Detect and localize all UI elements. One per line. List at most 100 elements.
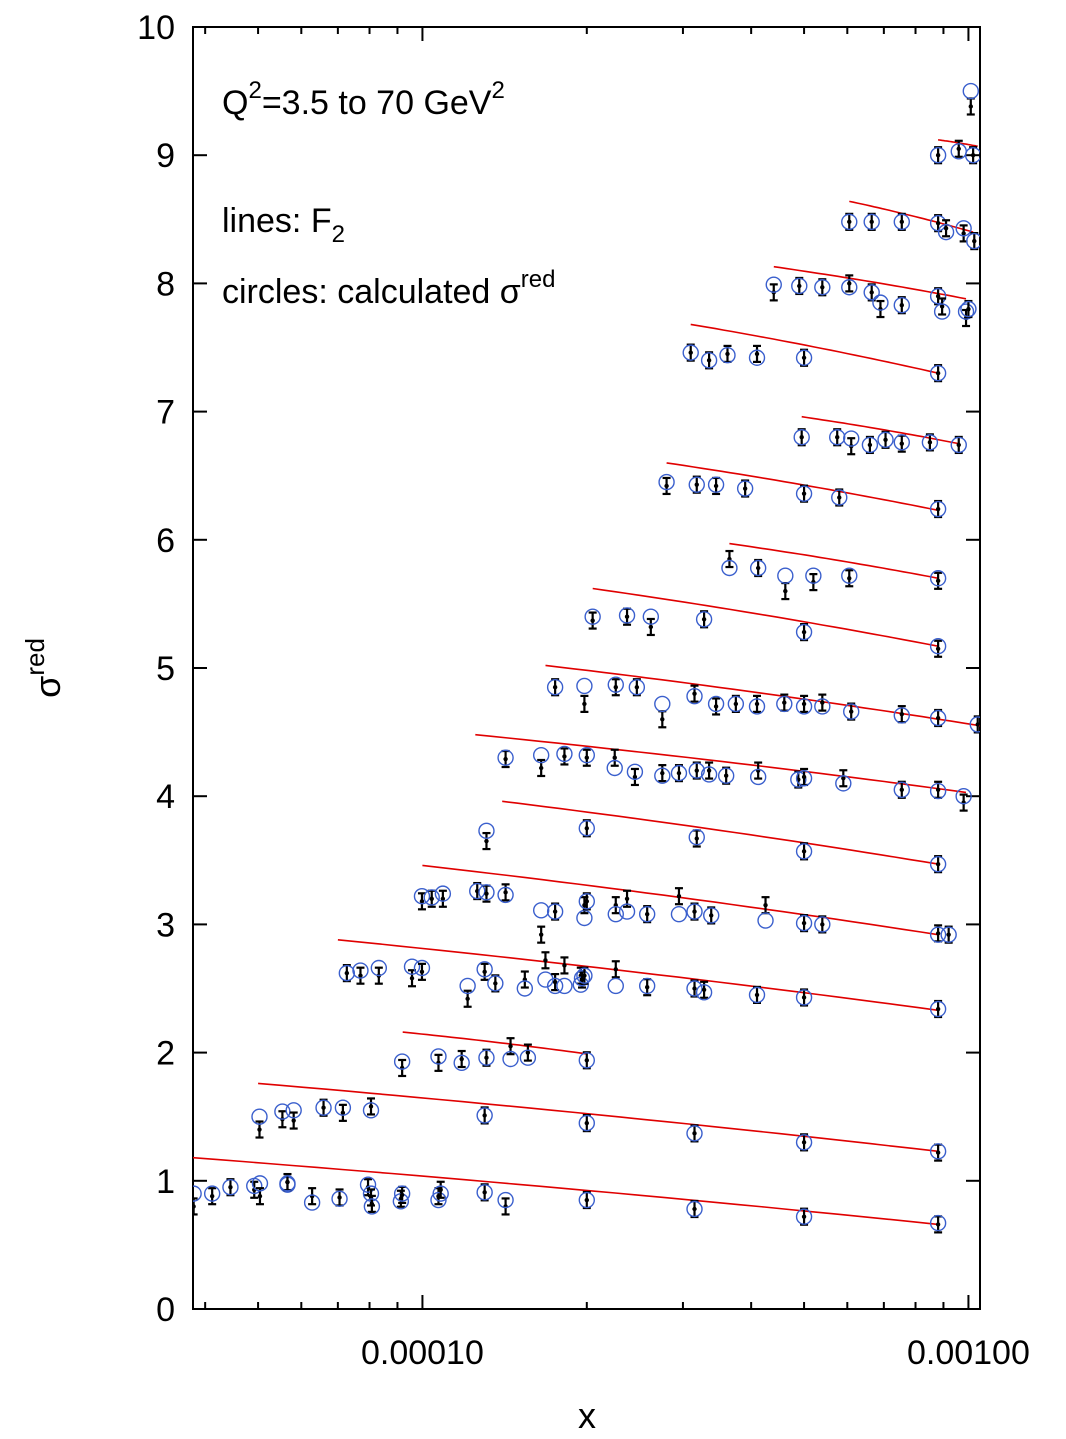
calculated-circle [805,567,822,584]
measured-point [820,285,825,290]
calculated-circle [658,473,675,491]
calculated-circle [334,1099,352,1116]
data-points [193,82,980,1234]
measured-point [482,1190,487,1195]
calculated-circle [251,1108,268,1125]
calculated-circle [193,1185,202,1202]
calculated-circle [929,500,947,518]
calculated-circle [578,1191,595,1209]
calculated-circle [682,344,699,361]
measured-point [634,685,640,690]
measured-point [801,701,807,707]
measured-point [869,290,874,295]
data-point [469,881,486,901]
measured-point [257,1127,262,1132]
data-point [929,780,947,800]
calculated-circle [478,884,495,901]
calculated-circle [707,476,725,493]
data-point [795,988,813,1007]
calculated-circle [841,279,858,296]
measured-point [508,1043,513,1049]
calculated-circle [748,986,766,1004]
calculated-circle [607,676,624,693]
data-point [688,475,705,494]
f2-curve [337,939,939,1012]
data-point [654,764,671,784]
calculated-circle [877,431,894,449]
measured-point [644,985,650,990]
measured-point [440,896,446,901]
measured-point [209,1193,215,1199]
data-point [861,435,879,455]
calculated-circle [478,822,495,840]
data-point [476,1106,493,1125]
calculated-circle [814,698,831,715]
data-point [476,1183,493,1202]
data-point [795,623,813,642]
calculated-circle [654,695,671,713]
measured-point [340,1110,346,1116]
calculated-circle [497,1191,514,1209]
calculated-circle [686,688,703,705]
calculated-circle [476,961,493,978]
measured-point [733,701,739,707]
calculated-circle [430,1048,447,1065]
data-point [432,1180,449,1202]
data-point [829,428,846,447]
measured-point [943,226,949,231]
measured-point [763,902,768,908]
measured-point [801,774,807,780]
measured-point [582,701,587,707]
measured-point [899,219,904,225]
calculated-circle [721,559,738,577]
data-point [618,889,636,920]
data-point [717,766,735,785]
measured-point [584,1197,589,1203]
calculated-circle [707,695,725,713]
data-point [893,434,910,453]
calculated-circle [727,695,745,713]
data-point [576,966,593,985]
data-point [578,1051,595,1070]
calculated-circle [700,766,718,783]
y-tick-label: 3 [156,906,175,944]
f2-curve [193,1156,939,1226]
calculated-circle [795,989,813,1006]
data-point [670,887,688,923]
calculated-circle [578,1114,595,1132]
measured-point [590,618,595,623]
data-point [877,430,894,449]
calculated-circle [279,1175,296,1192]
data-point [777,567,794,601]
measured-point [956,442,961,448]
calculated-circle [795,914,813,932]
measured-point [368,1104,374,1109]
y-tick-label: 0 [156,1291,175,1329]
data-point [929,1214,947,1234]
calculated-circle [695,611,713,628]
calculated-circle [516,980,534,997]
data-point [929,570,947,590]
data-point [795,1133,813,1152]
data-point [933,297,951,320]
measured-point [935,715,941,721]
data-point [700,351,718,370]
calculated-circle [957,303,975,320]
measured-point [369,1201,375,1207]
calculated-circle [962,82,979,100]
measured-point [837,495,842,500]
measured-point [552,685,558,690]
data-point [929,364,947,383]
f2-curve [475,733,967,794]
calculated-circle [686,980,703,997]
data-point [607,676,624,697]
calculated-circle [929,1000,947,1018]
measured-point [624,896,630,901]
measured-point [899,711,904,717]
data-point [193,1185,202,1216]
y-tick-label: 10 [137,9,175,47]
data-point [338,964,356,983]
measured-point [482,1113,487,1118]
measured-point [935,220,941,226]
measured-point [755,565,761,571]
